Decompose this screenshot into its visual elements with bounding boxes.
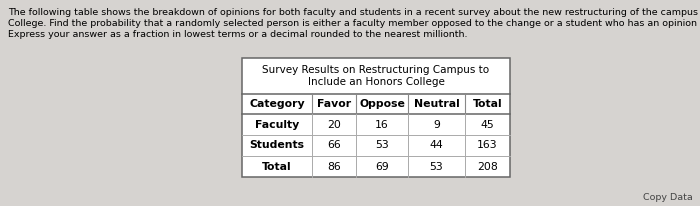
Text: 53: 53 <box>430 162 443 172</box>
Text: 44: 44 <box>430 140 443 151</box>
Text: 86: 86 <box>327 162 341 172</box>
Text: Favor: Favor <box>317 99 351 109</box>
Text: The following table shows the breakdown of opinions for both faculty and student: The following table shows the breakdown … <box>8 8 700 17</box>
Text: 20: 20 <box>327 119 341 130</box>
Text: 163: 163 <box>477 140 498 151</box>
Text: Total: Total <box>262 162 292 172</box>
Text: 53: 53 <box>375 140 389 151</box>
Text: 66: 66 <box>327 140 341 151</box>
Text: Faculty: Faculty <box>255 119 299 130</box>
Text: Total: Total <box>473 99 503 109</box>
Text: Survey Results on Restructuring Campus to: Survey Results on Restructuring Campus t… <box>262 65 489 75</box>
Text: Category: Category <box>249 99 304 109</box>
Bar <box>242 58 510 177</box>
Text: Copy Data: Copy Data <box>643 193 693 202</box>
Text: 9: 9 <box>433 119 440 130</box>
Text: Neutral: Neutral <box>414 99 459 109</box>
Text: Express your answer as a fraction in lowest terms or a decimal rounded to the ne: Express your answer as a fraction in low… <box>8 30 468 39</box>
Text: Students: Students <box>249 140 304 151</box>
Text: Oppose: Oppose <box>359 99 405 109</box>
Text: 208: 208 <box>477 162 498 172</box>
Text: Include an Honors College: Include an Honors College <box>307 77 444 87</box>
Text: 16: 16 <box>375 119 389 130</box>
Text: 45: 45 <box>481 119 494 130</box>
Text: College. Find the probability that a randomly selected person is either a facult: College. Find the probability that a ran… <box>8 19 700 28</box>
Text: 69: 69 <box>375 162 389 172</box>
